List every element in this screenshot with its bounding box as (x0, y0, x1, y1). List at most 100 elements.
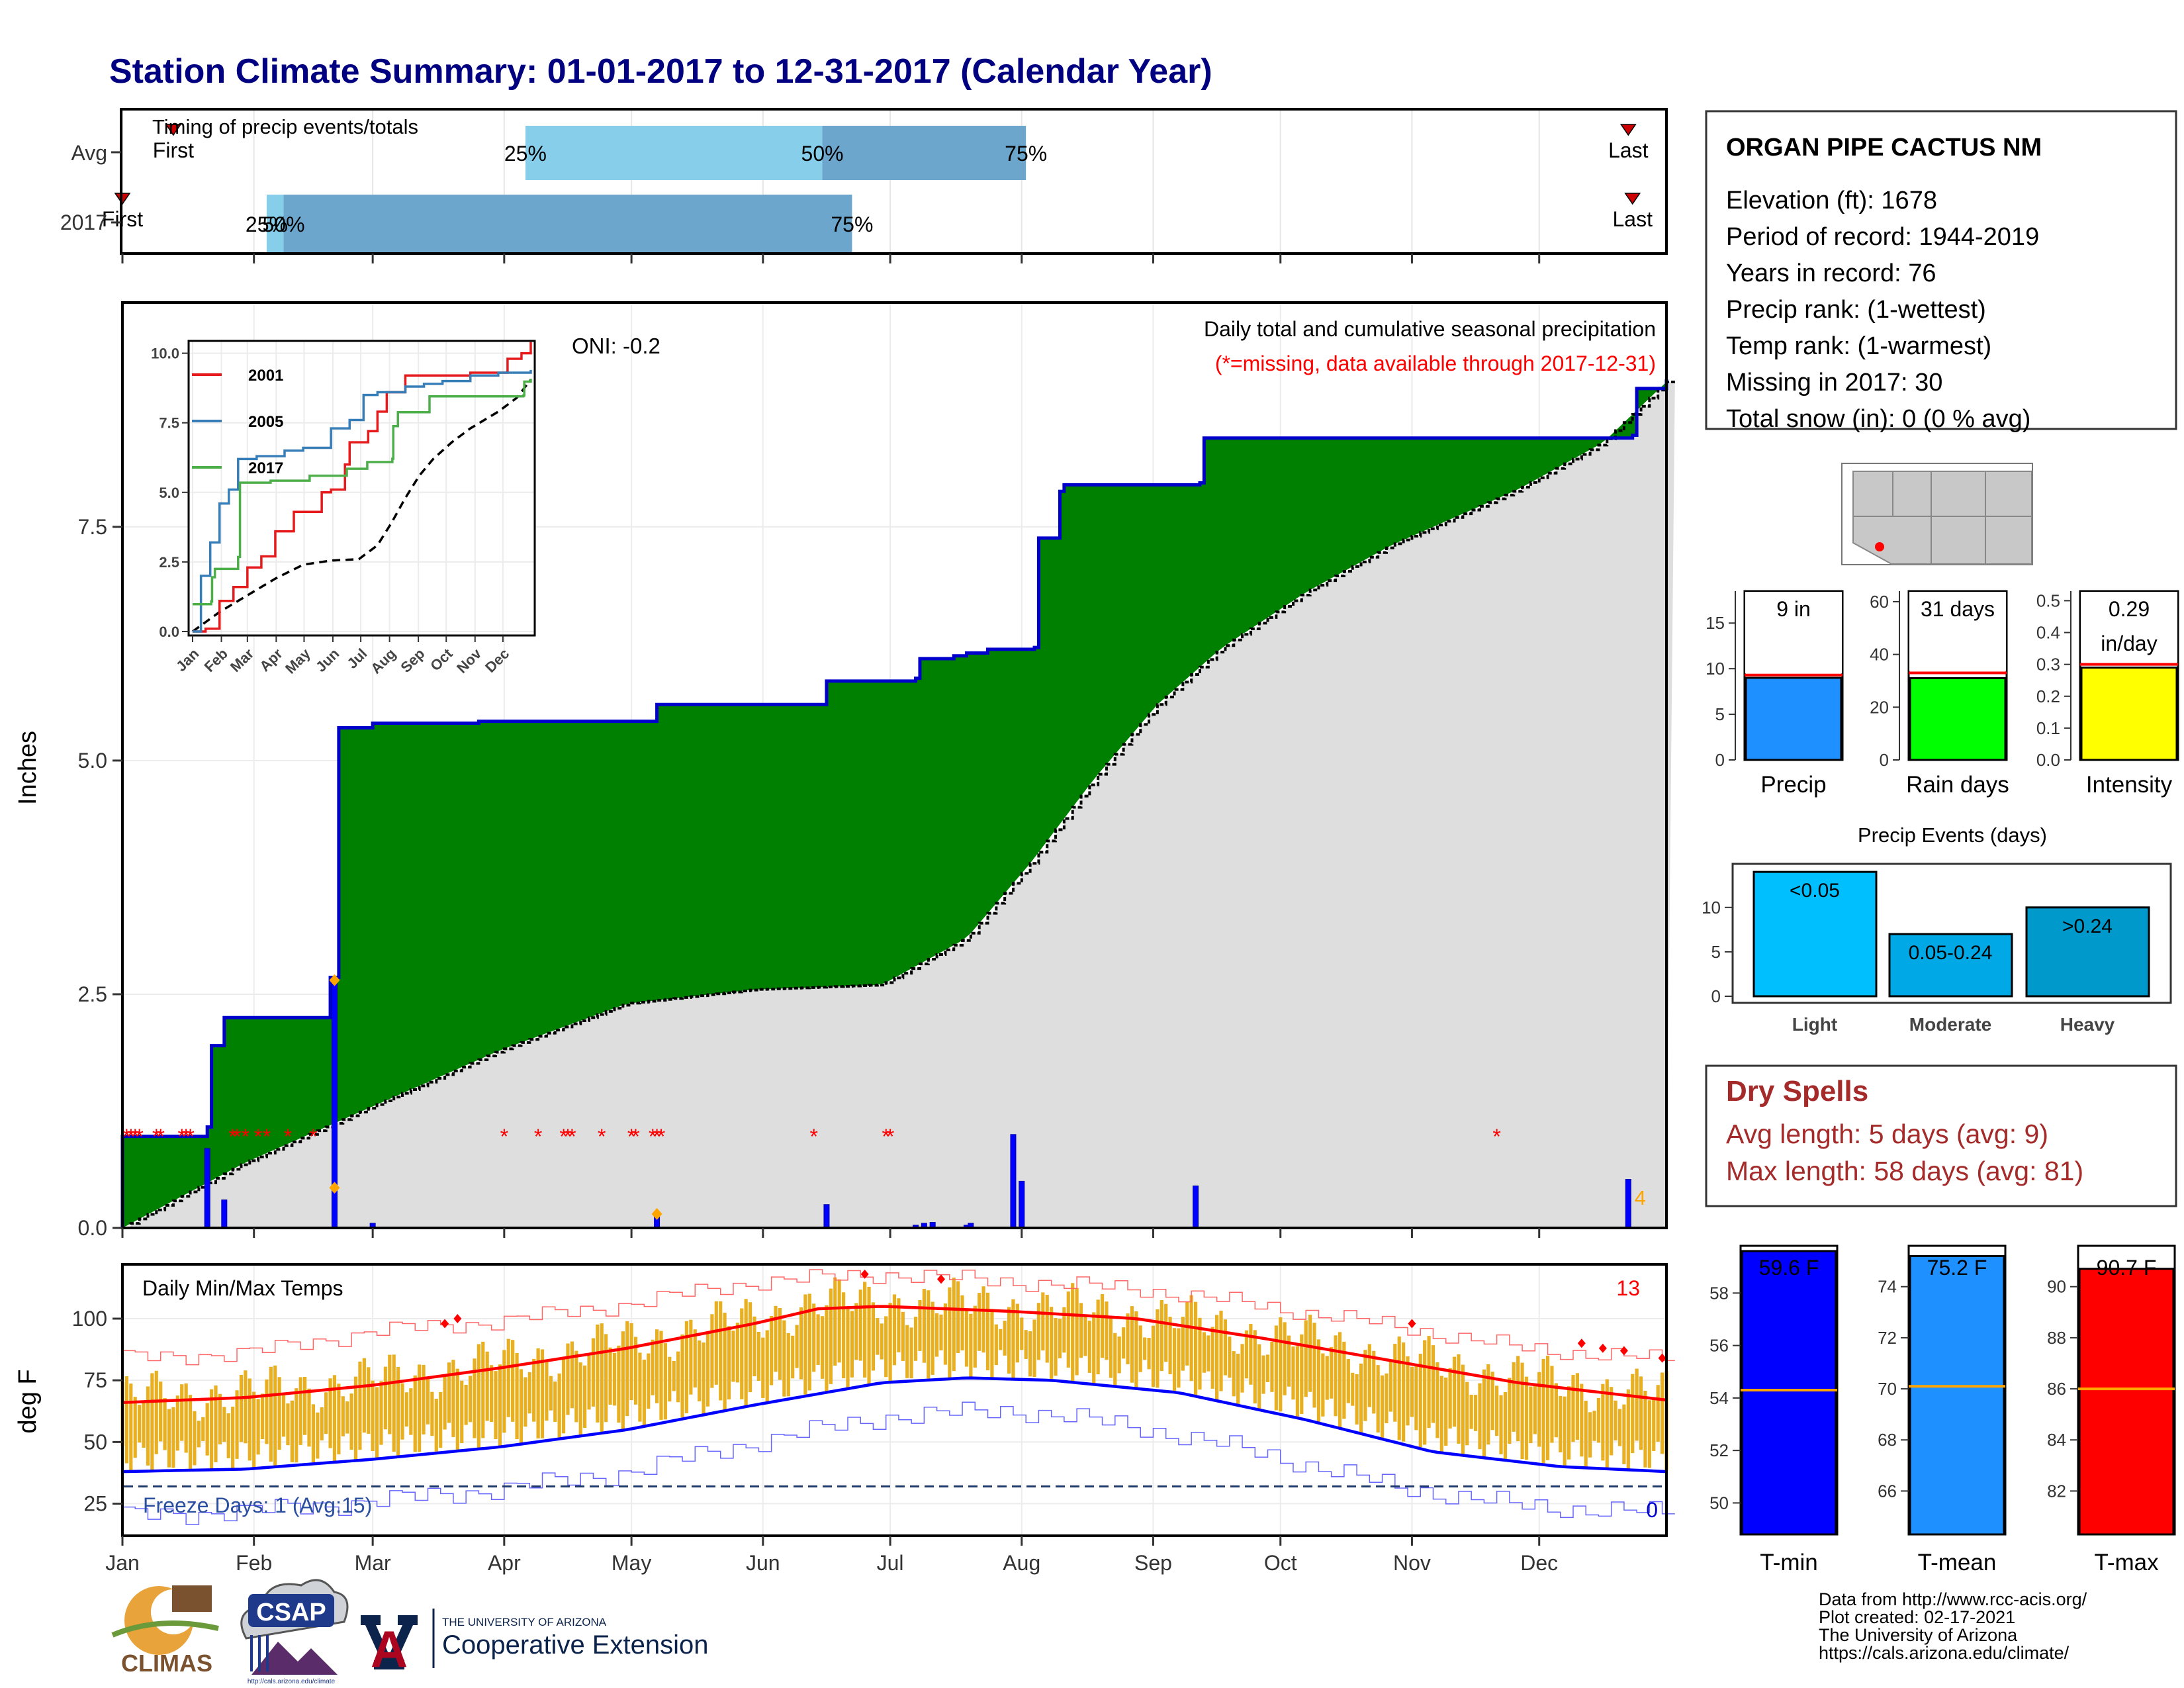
timing-bar-avg-p50-p75 (822, 126, 1026, 180)
daily-temp-bar (735, 1323, 739, 1383)
daily-temp-bar (897, 1298, 901, 1352)
daily-temp-bar (702, 1342, 705, 1415)
daily-temp-bar (884, 1316, 888, 1378)
record-high-marker (1598, 1343, 1607, 1353)
station-info-line: Period of record: 1944-2019 (1726, 223, 2039, 251)
daily-temp-bar (723, 1313, 727, 1411)
daily-temp-bar (850, 1311, 854, 1378)
daily-temp-bar (633, 1336, 638, 1405)
station-info-line: Elevation (ft): 1678 (1726, 187, 1937, 214)
daily-temp-bar (303, 1376, 307, 1435)
daily-temp-bar (502, 1350, 506, 1433)
missing-day-star: * (233, 1125, 241, 1149)
daily-temp-bar (727, 1326, 731, 1400)
temp-summary-ytick-label: 70 (1878, 1379, 1897, 1399)
daily-temp-bar (1036, 1303, 1041, 1360)
daily-temp-bar (1279, 1317, 1283, 1412)
daily-temp-bar (418, 1364, 422, 1452)
daily-temp-bar (612, 1352, 617, 1406)
daily-temp-bar (901, 1311, 905, 1361)
daily-temp-bar (1215, 1315, 1219, 1401)
temp-chart-title: Daily Min/Max Temps (142, 1276, 343, 1300)
daily-temp-bar (854, 1303, 858, 1360)
first-event-label-y2017: First (102, 207, 143, 231)
daily-temp-bar (277, 1377, 281, 1450)
temp-ytick-label: 50 (83, 1430, 107, 1454)
daily-temp-bar (527, 1372, 531, 1414)
daily-temp-bar (1020, 1317, 1024, 1350)
event-bar-label: 0.05-0.24 (1909, 942, 1993, 964)
missing-day-star: * (127, 1125, 135, 1149)
daily-temp-bar (1388, 1360, 1392, 1412)
temp-summary-label: 59.6 F (1759, 1256, 1819, 1280)
missing-day-star: * (564, 1125, 572, 1149)
daily-temp-bar (1490, 1372, 1494, 1430)
first-event-marker-avg (165, 124, 182, 136)
daily-temp-bar (1206, 1335, 1210, 1372)
daily-temp-bar (1160, 1300, 1163, 1372)
credit-line: Data from http://www.rcc-acis.org/ (1819, 1589, 2087, 1609)
daily-temp-bar (1138, 1325, 1142, 1372)
daily-temp-bar (1198, 1317, 1202, 1390)
summary-ytick-label: 0.4 (2036, 623, 2060, 643)
daily-temp-bar (837, 1279, 841, 1363)
main-ytick-label: 2.5 (78, 982, 107, 1006)
daily-temp-bar (1113, 1333, 1117, 1387)
dry-spells-title: Dry Spells (1726, 1075, 1868, 1107)
daily-temp-bar (807, 1293, 811, 1391)
daily-temp-bar (1367, 1344, 1371, 1407)
temp-summary-bar-t-max (2078, 1268, 2175, 1536)
timing-label: Timing of precip events/totals (152, 115, 418, 138)
timing-pct-label-y2017: 50% (263, 212, 305, 236)
inset-ytick-label: 5.0 (159, 485, 179, 501)
daily-temp-bar (286, 1403, 290, 1446)
daily-temp-bar (1312, 1323, 1316, 1408)
summary-ytick-label: 0 (1715, 750, 1725, 770)
daily-temp-bar (358, 1361, 362, 1450)
event-bar-moderate (1888, 933, 2013, 998)
daily-temp-bar (1397, 1336, 1401, 1440)
daily-temp-bar (490, 1365, 494, 1423)
record-marker (651, 1207, 662, 1220)
summary-bars: 9 in 0 5 10 15 Precip 31 days 0 20 40 60 Rain days 0… (1706, 590, 2179, 798)
missing-day-star: * (152, 1125, 160, 1149)
daily-temp-bar (1380, 1375, 1385, 1438)
daily-temp-bar (324, 1392, 328, 1434)
temp-ytick-label: 100 (72, 1307, 107, 1331)
missing-day-star: * (228, 1125, 236, 1149)
missing-day-star: * (309, 1125, 317, 1149)
daily-temp-bar (316, 1412, 320, 1459)
month-label: Mar (355, 1551, 391, 1575)
summary-ytick-label: 0 (1880, 750, 1889, 770)
daily-temp-bar (863, 1282, 867, 1378)
daily-temp-bar (1508, 1378, 1512, 1444)
daily-temp-bar (430, 1391, 434, 1436)
event-bar-label: >0.24 (2062, 915, 2113, 937)
daily-temp-bar (328, 1378, 332, 1448)
daily-temp-bar (770, 1315, 774, 1385)
daily-temp-bar (1537, 1372, 1541, 1447)
daily-temp-bar (1257, 1344, 1261, 1409)
daily-temp-bar (532, 1358, 536, 1422)
summary-bar-label: 0.29 (2109, 597, 2150, 621)
daily-temp-bar (1100, 1293, 1105, 1358)
missing-day-star: * (263, 1125, 271, 1149)
daily-temp-bar (1571, 1375, 1575, 1442)
missing-day-star: * (809, 1125, 817, 1149)
daily-temp-bar (1448, 1368, 1452, 1429)
temp-summary-bar-t-min (1741, 1250, 1837, 1536)
daily-temp-bar (1592, 1411, 1596, 1441)
temp-ytick-label: 75 (83, 1368, 107, 1392)
daily-temp-bar (1321, 1353, 1325, 1417)
daily-temp-bar (791, 1335, 795, 1379)
daily-temp-bar (1130, 1306, 1134, 1383)
daily-temp-bar (545, 1361, 549, 1421)
daily-temp-bar (913, 1317, 918, 1361)
missing-day-star: * (500, 1125, 508, 1149)
month-label: Sep (1134, 1551, 1172, 1575)
daily-temp-bar (587, 1355, 591, 1410)
temp-summary-label: 75.2 F (1927, 1256, 1987, 1280)
daily-temp-bar (629, 1323, 633, 1401)
daily-temp-bar (985, 1292, 990, 1371)
